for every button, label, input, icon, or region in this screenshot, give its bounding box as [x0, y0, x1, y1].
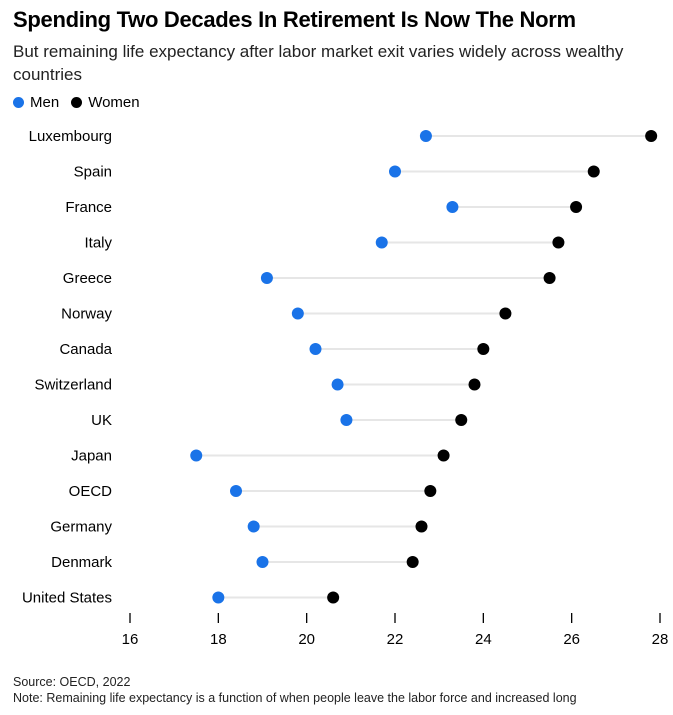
category-label-spain: Spain [74, 164, 112, 181]
point-men-luxembourg [419, 130, 432, 142]
x-tick-label-20: 20 [298, 631, 315, 648]
point-men-united-states [212, 591, 225, 604]
point-women-italy [552, 236, 565, 249]
category-label-united-states: United States [22, 590, 112, 607]
legend-item-men: Men [13, 94, 59, 111]
point-women-greece [543, 272, 556, 284]
point-women-oecd [424, 485, 437, 497]
point-women-france [570, 201, 583, 213]
point-women-switzerland [468, 378, 481, 391]
point-men-greece [260, 272, 273, 284]
point-men-switzerland [331, 378, 344, 391]
point-women-united-states [327, 591, 340, 604]
point-men-denmark [256, 556, 269, 568]
category-label-italy: Italy [84, 235, 112, 252]
category-label-norway: Norway [61, 306, 112, 323]
point-men-germany [247, 520, 260, 533]
point-women-germany [415, 520, 428, 533]
x-tick-label-26: 26 [563, 631, 580, 648]
category-label-canada: Canada [59, 341, 112, 358]
point-men-japan [190, 449, 203, 462]
source-note: Source: OECD, 2022 [13, 675, 131, 689]
point-men-uk [340, 414, 353, 426]
point-men-norway [291, 307, 304, 320]
legend-item-women: Women [71, 94, 140, 111]
legend: Men Women [13, 94, 152, 111]
point-women-spain [587, 165, 600, 178]
point-women-japan [437, 449, 450, 462]
point-men-italy [375, 236, 388, 249]
category-label-switzerland: Switzerland [34, 377, 112, 394]
footnote: Note: Remaining life expectancy is a fun… [13, 691, 577, 705]
category-label-greece: Greece [63, 270, 112, 287]
legend-swatch-men [13, 97, 24, 108]
category-label-japan: Japan [71, 448, 112, 465]
point-men-oecd [230, 485, 242, 497]
chart-subtitle: But remaining life expectancy after labo… [13, 42, 624, 84]
category-label-denmark: Denmark [51, 554, 112, 571]
category-label-oecd: OECD [69, 483, 113, 500]
legend-label-women: Women [88, 94, 140, 111]
footer: Source: OECD, 2022 Note: Remaining life … [13, 674, 577, 706]
legend-label-men: Men [30, 94, 60, 111]
x-tick-label-24: 24 [475, 631, 492, 648]
point-women-luxembourg [645, 130, 658, 142]
point-women-denmark [406, 556, 419, 568]
point-women-canada [477, 343, 490, 355]
point-men-canada [309, 343, 322, 355]
point-men-spain [389, 165, 401, 178]
category-label-luxembourg: Luxembourg [29, 128, 112, 145]
x-tick-label-22: 22 [387, 631, 404, 648]
dumbbell-chart: Luxembourg Spain France Italy Greece Norway Ca… [22, 128, 669, 648]
category-label-france: France [65, 199, 112, 216]
point-women-norway [499, 307, 512, 320]
x-tick-label-28: 28 [652, 631, 669, 648]
x-tick-label-16: 16 [122, 631, 139, 648]
x-tick-label-18: 18 [210, 631, 227, 648]
legend-swatch-women [71, 97, 83, 108]
category-label-germany: Germany [50, 519, 112, 536]
category-label-uk: UK [91, 412, 112, 429]
chart-title: Spending Two Decades In Retirement Is No… [13, 7, 576, 32]
point-men-france [446, 201, 459, 213]
point-women-uk [455, 414, 468, 426]
